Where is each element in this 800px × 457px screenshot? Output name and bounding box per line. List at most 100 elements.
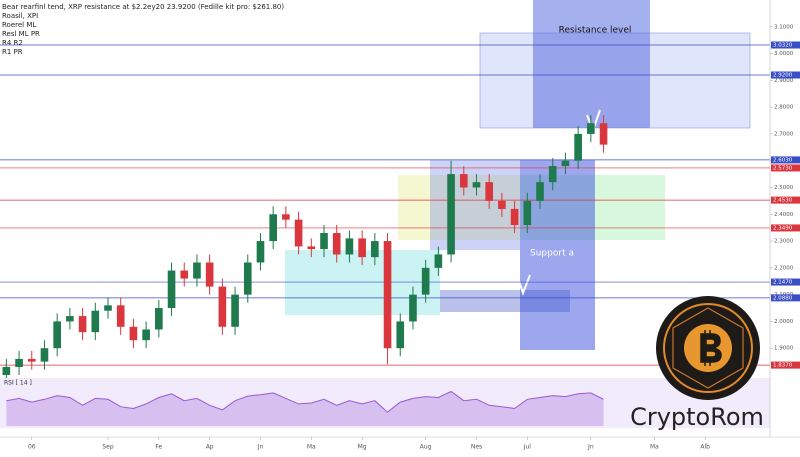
logo-ring (663, 303, 753, 393)
candle-body (396, 321, 405, 349)
x-tick-label: Jul (523, 444, 532, 451)
y-tick-label: 2.2000 (774, 265, 794, 271)
candle-body (294, 219, 303, 247)
candle-body (485, 182, 494, 201)
candle-body (561, 160, 570, 167)
candle-body (269, 214, 277, 242)
candle-body (91, 310, 100, 333)
level-tag (771, 164, 800, 172)
y-tick-label: 2.9000 (774, 78, 794, 84)
candle-body (409, 294, 417, 322)
candle-body (472, 182, 481, 188)
x-tick-label: Nes (471, 444, 482, 451)
candle-body (421, 267, 430, 295)
candle-body (53, 321, 61, 349)
candle-body (2, 366, 11, 375)
rsi-label: RSI [ 14 ] (4, 380, 32, 387)
candle-body (243, 262, 252, 295)
brand: CryptoRom (630, 403, 764, 431)
candle-body (104, 305, 112, 311)
level-tag (771, 278, 800, 286)
x-tick-label: Jn (587, 444, 594, 451)
level-label: 2.0880 (773, 295, 793, 301)
candle-body (129, 326, 138, 341)
candle-body (320, 233, 328, 250)
logo-web (672, 307, 744, 389)
y-tick-label: 2.7000 (774, 131, 794, 137)
zones (285, 0, 751, 350)
x-tick-label: Aug (420, 444, 432, 451)
candle-body (116, 305, 125, 327)
rsi-area (6, 391, 604, 426)
level-tag (771, 361, 800, 369)
support-zone (520, 160, 595, 350)
y-tick-label: 2.0000 (774, 319, 794, 325)
candle-body (167, 270, 176, 309)
candle-body (231, 294, 239, 327)
y-tick-label: 3.0000 (774, 51, 794, 57)
x-tick-label: Jn (257, 444, 264, 451)
x-tick-label: Alb (700, 444, 710, 451)
x-tick-label: 06 (28, 444, 36, 451)
level-label: 2.5730 (773, 165, 793, 171)
level-tag (771, 224, 800, 232)
candle-body (180, 270, 189, 279)
candle-body (27, 358, 36, 362)
logo-b (700, 330, 722, 366)
resistance-core (533, 0, 650, 128)
support-arrow (516, 274, 531, 296)
candle-body (332, 233, 341, 255)
x-tick-label: Ap (206, 444, 214, 451)
candle-body (142, 329, 150, 341)
level-label: 2.1470 (773, 280, 793, 286)
bitcoin-logo (656, 296, 760, 400)
candle-body (459, 174, 468, 188)
candle-body (205, 262, 214, 287)
y-tick-label: 3.1000 (774, 24, 794, 30)
candle-body (155, 308, 163, 330)
candle-body (40, 348, 49, 362)
candle-body (66, 316, 74, 322)
x-tick-label: Ma (307, 444, 316, 451)
level-label: 2.3490 (773, 225, 793, 231)
rsi-line (6, 390, 604, 413)
level-tag (771, 196, 800, 204)
level-tag (771, 294, 800, 302)
level-label: 3.0320 (773, 43, 793, 49)
y-tick-label: 2.4000 (774, 212, 794, 218)
legend-line: Roerel ML (2, 21, 36, 29)
candle-body (345, 238, 354, 255)
candle-body (523, 200, 532, 225)
x-tick-label: Sep (102, 444, 114, 451)
y-tick-label: 2.3000 (774, 239, 794, 245)
legend-line: Roasil, XPI (2, 12, 38, 20)
blue-zone (430, 160, 520, 250)
candle-body (536, 182, 544, 201)
candle-body (447, 174, 455, 255)
resistance-label: Resistance level (559, 26, 632, 36)
x-tick-label: Mg (358, 444, 367, 451)
chart-title: Bear rearfinl tend, XRP resistance at $2… (2, 3, 284, 11)
level-tag (771, 156, 800, 164)
candle-body (371, 241, 379, 258)
candle-body (434, 254, 443, 268)
level-label: 2.9200 (773, 73, 793, 79)
level-tag (771, 41, 800, 49)
rsi-panel (0, 378, 770, 428)
legend-line: Resl ML PR (2, 30, 40, 38)
candle-body (383, 241, 392, 349)
candle-body (510, 208, 519, 225)
level-label: 2.4530 (773, 198, 793, 204)
support-band (440, 290, 570, 312)
candle-body (256, 241, 265, 263)
candle-body (282, 214, 290, 220)
candle-body (548, 166, 557, 183)
candle-body (574, 133, 582, 161)
candle-body (78, 316, 87, 333)
y-tick-label: 2.5000 (774, 185, 794, 191)
y-tick-label: 1.9000 (774, 346, 794, 352)
support-label: Support a (530, 249, 574, 259)
candle-body (358, 238, 366, 258)
